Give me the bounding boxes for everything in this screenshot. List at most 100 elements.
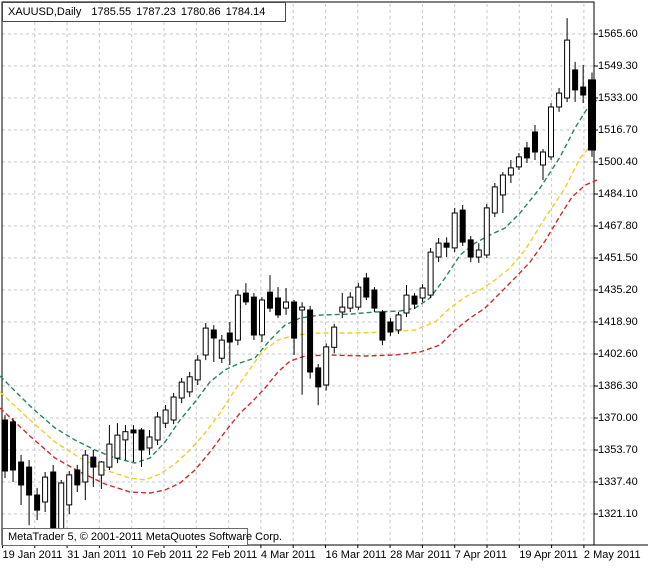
candle-body [250,296,257,336]
price-axis-label: 1435.20 [598,284,638,296]
candle-body [315,367,322,388]
candle-body [339,306,346,313]
candle-body [146,436,153,449]
price-axis-label: 1484.10 [598,188,638,200]
candle-body [403,294,410,314]
candle-body [379,311,386,341]
candle-body [435,242,442,258]
candle-body [275,297,281,316]
candle-body [210,329,217,339]
price-axis-label: 1386.30 [598,380,638,392]
upper-band-line [0,99,598,464]
date-axis-label: 19 Apr 2011 [519,549,578,561]
candle-body [218,339,225,359]
candle-body [291,301,298,339]
candle-body [34,494,41,511]
candle-body [483,207,490,256]
candle-body [507,167,514,176]
candle-body [467,239,474,258]
candle-body [10,421,16,471]
low-price-value: 1780.86 [180,6,221,18]
price-axis-label: 1549.30 [598,60,638,72]
candle-body [2,419,8,472]
candle-body [283,301,289,309]
candle-body [226,332,233,343]
candle-body [202,327,209,356]
candle-body [267,291,273,309]
price-axis-label: 1353.70 [598,444,638,456]
candle-body [355,286,362,308]
date-axis-label: 31 Jan 2011 [67,549,127,561]
candle-body [194,359,201,381]
candle-body [18,461,25,486]
price-axis-label: 1467.80 [598,220,638,232]
candle-body [50,471,57,529]
date-axis-label: 10 Feb 2011 [131,549,193,561]
high-price-value: 1787.23 [136,6,176,18]
credit-box: MetaTrader 5, © 2001-2011 MetaQuotes Sof… [2,528,282,546]
candle-body [106,443,113,468]
open-price-value: 1785.55 [91,6,132,18]
date-axis-label: 19 Jan 2011 [2,549,63,561]
date-axis-label: 4 Mar 2011 [260,549,316,561]
candle-body [66,474,73,506]
ohlc-info-box: XAUUSD,Daily 1785.55 1787.23 1780.86 178… [2,2,286,22]
date-axis-label: 16 Mar 2011 [325,549,387,561]
candle-body [387,321,394,333]
symbol-period-label: XAUUSD,Daily [8,6,82,18]
candle-body [532,131,538,153]
candle-body [347,296,354,309]
date-axis[interactable]: 19 Jan 2011 31 Jan 2011 10 Feb 2011 22 Feb … [0,548,648,569]
candle-body [74,469,81,486]
candle-body [523,147,530,159]
candle-body [540,151,546,166]
close-price-value: 1784.14 [225,6,266,18]
candle-body [411,295,418,305]
candle-body [363,277,370,298]
candle-body [475,249,482,258]
candle-body [178,381,185,399]
candle-body [323,346,330,386]
candle-body [154,416,161,441]
middle-band-line [0,140,598,481]
date-axis-label: 28 Mar 2011 [390,549,452,561]
price-axis-label: 1451.50 [598,252,638,264]
candle-body [130,429,137,434]
candle-body [299,306,306,311]
candle-body [26,466,33,496]
price-axis-label: 1402.60 [598,348,638,360]
candle-body [331,326,338,348]
price-axis-label: 1516.70 [598,124,638,136]
candle-body [459,209,466,243]
candle-body [548,106,554,158]
candle-body [259,299,265,336]
candle-body [371,289,378,309]
chart-frame [1,1,595,546]
candle-body [395,314,402,331]
candle-body [90,456,97,468]
candle-body [242,292,249,303]
candle-body [42,476,49,503]
price-axis-label: 1370.00 [598,412,638,424]
candle-body [170,396,177,421]
candle-body [162,409,169,424]
candle-body [186,376,193,393]
candle-body [427,251,434,296]
price-axis-label: 1533.00 [598,92,638,104]
candle-body [499,174,506,196]
credit-text: MetaTrader 5, © 2001-2011 MetaQuotes Sof… [8,531,283,543]
candle-body [515,156,522,168]
candle-body [138,429,145,451]
candle-body [98,461,105,476]
date-axis-label: 2 May 2011 [583,549,641,561]
lower-band-line [0,179,598,494]
date-axis-label: 22 Feb 2011 [196,549,258,561]
candle-body [491,186,498,214]
price-axis[interactable]: 1565.60 1549.30 1533.00 1516.70 1500.40 1484.… [598,0,648,569]
price-axis-label: 1500.40 [598,156,638,168]
date-axis-label: 7 Apr 2011 [454,549,508,561]
candle-body [122,431,129,441]
candle-body [580,86,587,96]
